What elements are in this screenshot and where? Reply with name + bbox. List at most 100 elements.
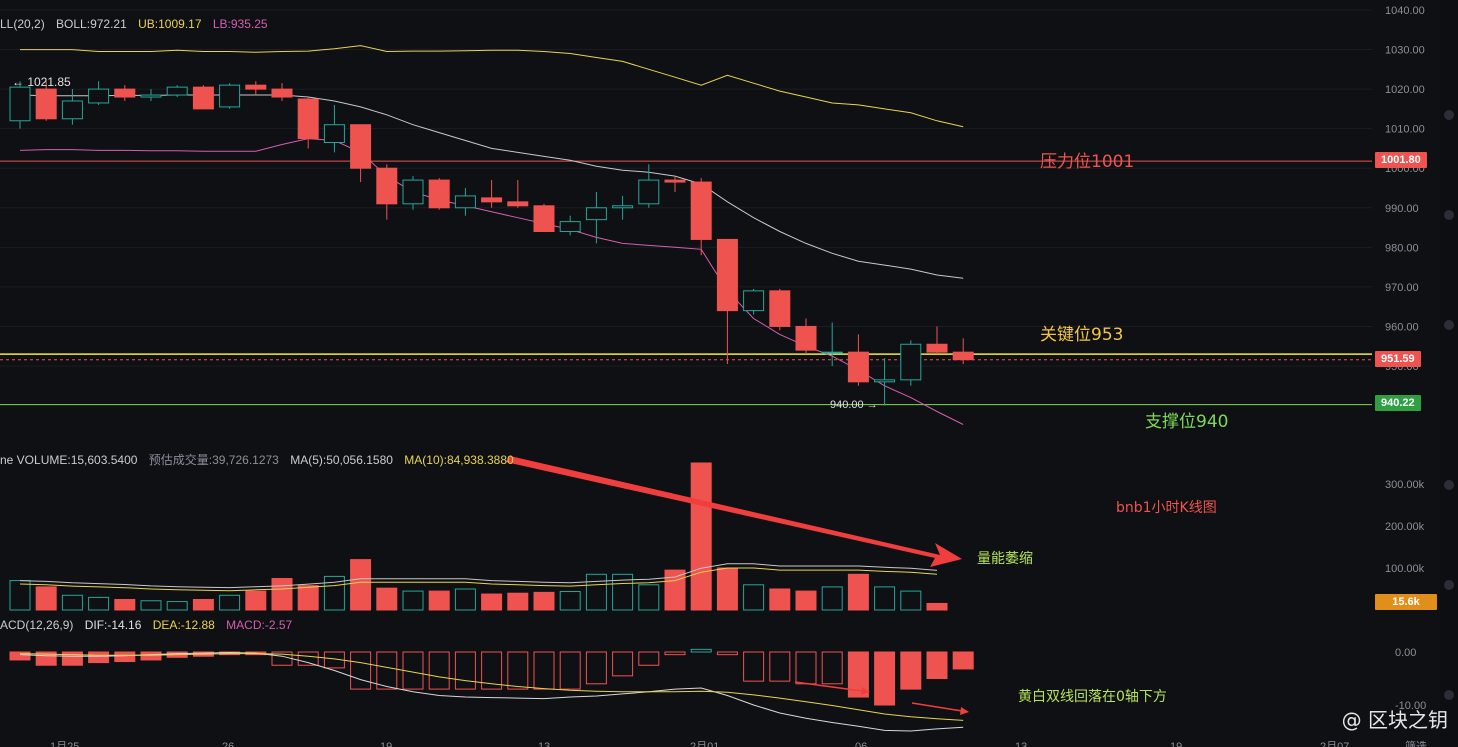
x-tick-label: 13 bbox=[538, 741, 550, 747]
macd-bar bbox=[769, 651, 791, 682]
candle-body bbox=[795, 325, 817, 351]
price-tick-label: 1010.00 bbox=[1385, 124, 1425, 136]
candle-body bbox=[192, 86, 214, 110]
volume-ma5: MA(5):50,056.1580 bbox=[290, 453, 393, 467]
toolbar-button[interactable] bbox=[1444, 580, 1454, 590]
volume-bar bbox=[743, 584, 765, 611]
volume-bar bbox=[454, 588, 476, 611]
volume-bar bbox=[900, 590, 922, 611]
macd-bar bbox=[874, 651, 896, 706]
candle-body bbox=[926, 343, 948, 353]
volume-bar bbox=[245, 590, 267, 611]
x-tick-label: 2月01 bbox=[690, 741, 719, 747]
candle-body bbox=[638, 179, 660, 205]
candle-body bbox=[9, 86, 31, 122]
toolbar-button[interactable] bbox=[1444, 480, 1454, 490]
volume-ma10-line bbox=[19, 567, 938, 592]
candle-body bbox=[166, 86, 188, 96]
candle-body bbox=[323, 124, 345, 144]
candle-body bbox=[952, 351, 974, 361]
macd-arrow-right bbox=[911, 702, 963, 712]
volume-bar bbox=[35, 586, 57, 611]
candle-body bbox=[585, 207, 607, 221]
resistance-annotation: 压力位1001 bbox=[1040, 152, 1135, 172]
chart-title-annotation: bnb1小时K线图 bbox=[1116, 500, 1217, 516]
volume-bar bbox=[297, 585, 319, 611]
candle-body bbox=[376, 167, 398, 205]
toolbar-button[interactable] bbox=[1444, 320, 1454, 330]
low-mark: 940.00 → bbox=[830, 399, 878, 411]
volume-bar bbox=[716, 567, 738, 611]
macd-annotation: 黄白双线回落在0轴下方 bbox=[1018, 689, 1167, 705]
price-axis: 1040.001030.001020.001010.001000.00990.0… bbox=[1385, 5, 1425, 373]
price-tick-label: 980.00 bbox=[1385, 242, 1419, 254]
candles bbox=[9, 81, 974, 406]
resistance-tag: 1001.80 bbox=[1375, 152, 1427, 168]
volume-ma5-line bbox=[19, 563, 938, 589]
candle-body bbox=[481, 197, 503, 203]
candle-body bbox=[35, 88, 57, 120]
macd-bar bbox=[585, 651, 607, 685]
macd-dea: DEA:-12.88 bbox=[152, 618, 215, 632]
volume-bar bbox=[559, 591, 581, 611]
macd-bar bbox=[376, 651, 398, 690]
boll-ub-value: UB:1009.17 bbox=[138, 17, 202, 31]
toolbar-button[interactable] bbox=[1444, 690, 1454, 700]
candle-body bbox=[716, 238, 738, 312]
grid bbox=[0, 9, 1372, 367]
volume-bar bbox=[874, 586, 896, 611]
volume-bar bbox=[821, 586, 843, 611]
macd-bar bbox=[9, 651, 31, 661]
toolbar-button[interactable] bbox=[1444, 210, 1454, 220]
volume-bar bbox=[114, 599, 136, 611]
candle-body bbox=[847, 351, 869, 383]
watermark: @ 区块之钥 bbox=[1341, 708, 1448, 732]
macd-bar bbox=[664, 651, 686, 656]
candle-body bbox=[507, 201, 529, 207]
high-mark: ← 1021.85 bbox=[12, 75, 71, 89]
macd-bar bbox=[481, 651, 503, 690]
volume-bar bbox=[769, 588, 791, 611]
volume-bar bbox=[428, 590, 450, 611]
macd-bar bbox=[507, 651, 529, 690]
volume-bar bbox=[690, 462, 712, 611]
macd-arrowhead-right bbox=[960, 707, 969, 715]
macd-value: MACD:-2.57 bbox=[226, 618, 293, 632]
macd-bar bbox=[716, 651, 738, 656]
macd-header: ACD(12,26,9) DIF:-14.16 DEA:-12.88 MACD:… bbox=[0, 618, 300, 632]
macd-bar bbox=[559, 651, 581, 690]
volume-bar bbox=[585, 573, 607, 611]
macd-bar bbox=[61, 651, 83, 666]
volume-header: ne VOLUME:15,603.5400 预估成交量:39,726.1273 … bbox=[0, 451, 522, 468]
boll-label: LL(20,2) bbox=[0, 17, 45, 31]
price-tick-label: 990.00 bbox=[1385, 203, 1419, 215]
macd-bar bbox=[350, 651, 372, 690]
x-tick-label: 2月07 bbox=[1320, 741, 1349, 747]
macd-lines bbox=[19, 651, 964, 732]
boll-upper-line bbox=[20, 45, 964, 128]
candle-body bbox=[402, 179, 424, 205]
candle-body bbox=[533, 205, 555, 233]
volume-bar bbox=[507, 592, 529, 611]
current-price-tag: 951.59 bbox=[1375, 351, 1421, 367]
candle-body bbox=[61, 100, 83, 120]
volume-bar bbox=[847, 573, 869, 611]
macd-bar bbox=[297, 651, 319, 666]
volume-est: 预估成交量:39,726.1273 bbox=[148, 453, 279, 467]
price-tick-label: 1040.00 bbox=[1385, 5, 1425, 17]
price-tick-label: 1020.00 bbox=[1385, 84, 1425, 96]
candle-body bbox=[245, 84, 267, 90]
toolbar-button[interactable] bbox=[1444, 110, 1454, 120]
volume-bar bbox=[376, 587, 398, 611]
candle-body bbox=[769, 290, 791, 327]
price-tick-label: 960.00 bbox=[1385, 321, 1419, 333]
candle-body bbox=[821, 351, 843, 354]
volume-tick-label: 300.00k bbox=[1385, 479, 1425, 491]
volume-annotation: 量能萎缩 bbox=[977, 551, 1033, 567]
macd-bar bbox=[900, 651, 922, 690]
macd-histogram bbox=[9, 648, 974, 706]
x-axis: 1月25 26 19 13 2月01 06 13 19 2月07 筛选 bbox=[50, 739, 1427, 747]
candle-body bbox=[874, 379, 896, 383]
volume-bar bbox=[795, 590, 817, 611]
